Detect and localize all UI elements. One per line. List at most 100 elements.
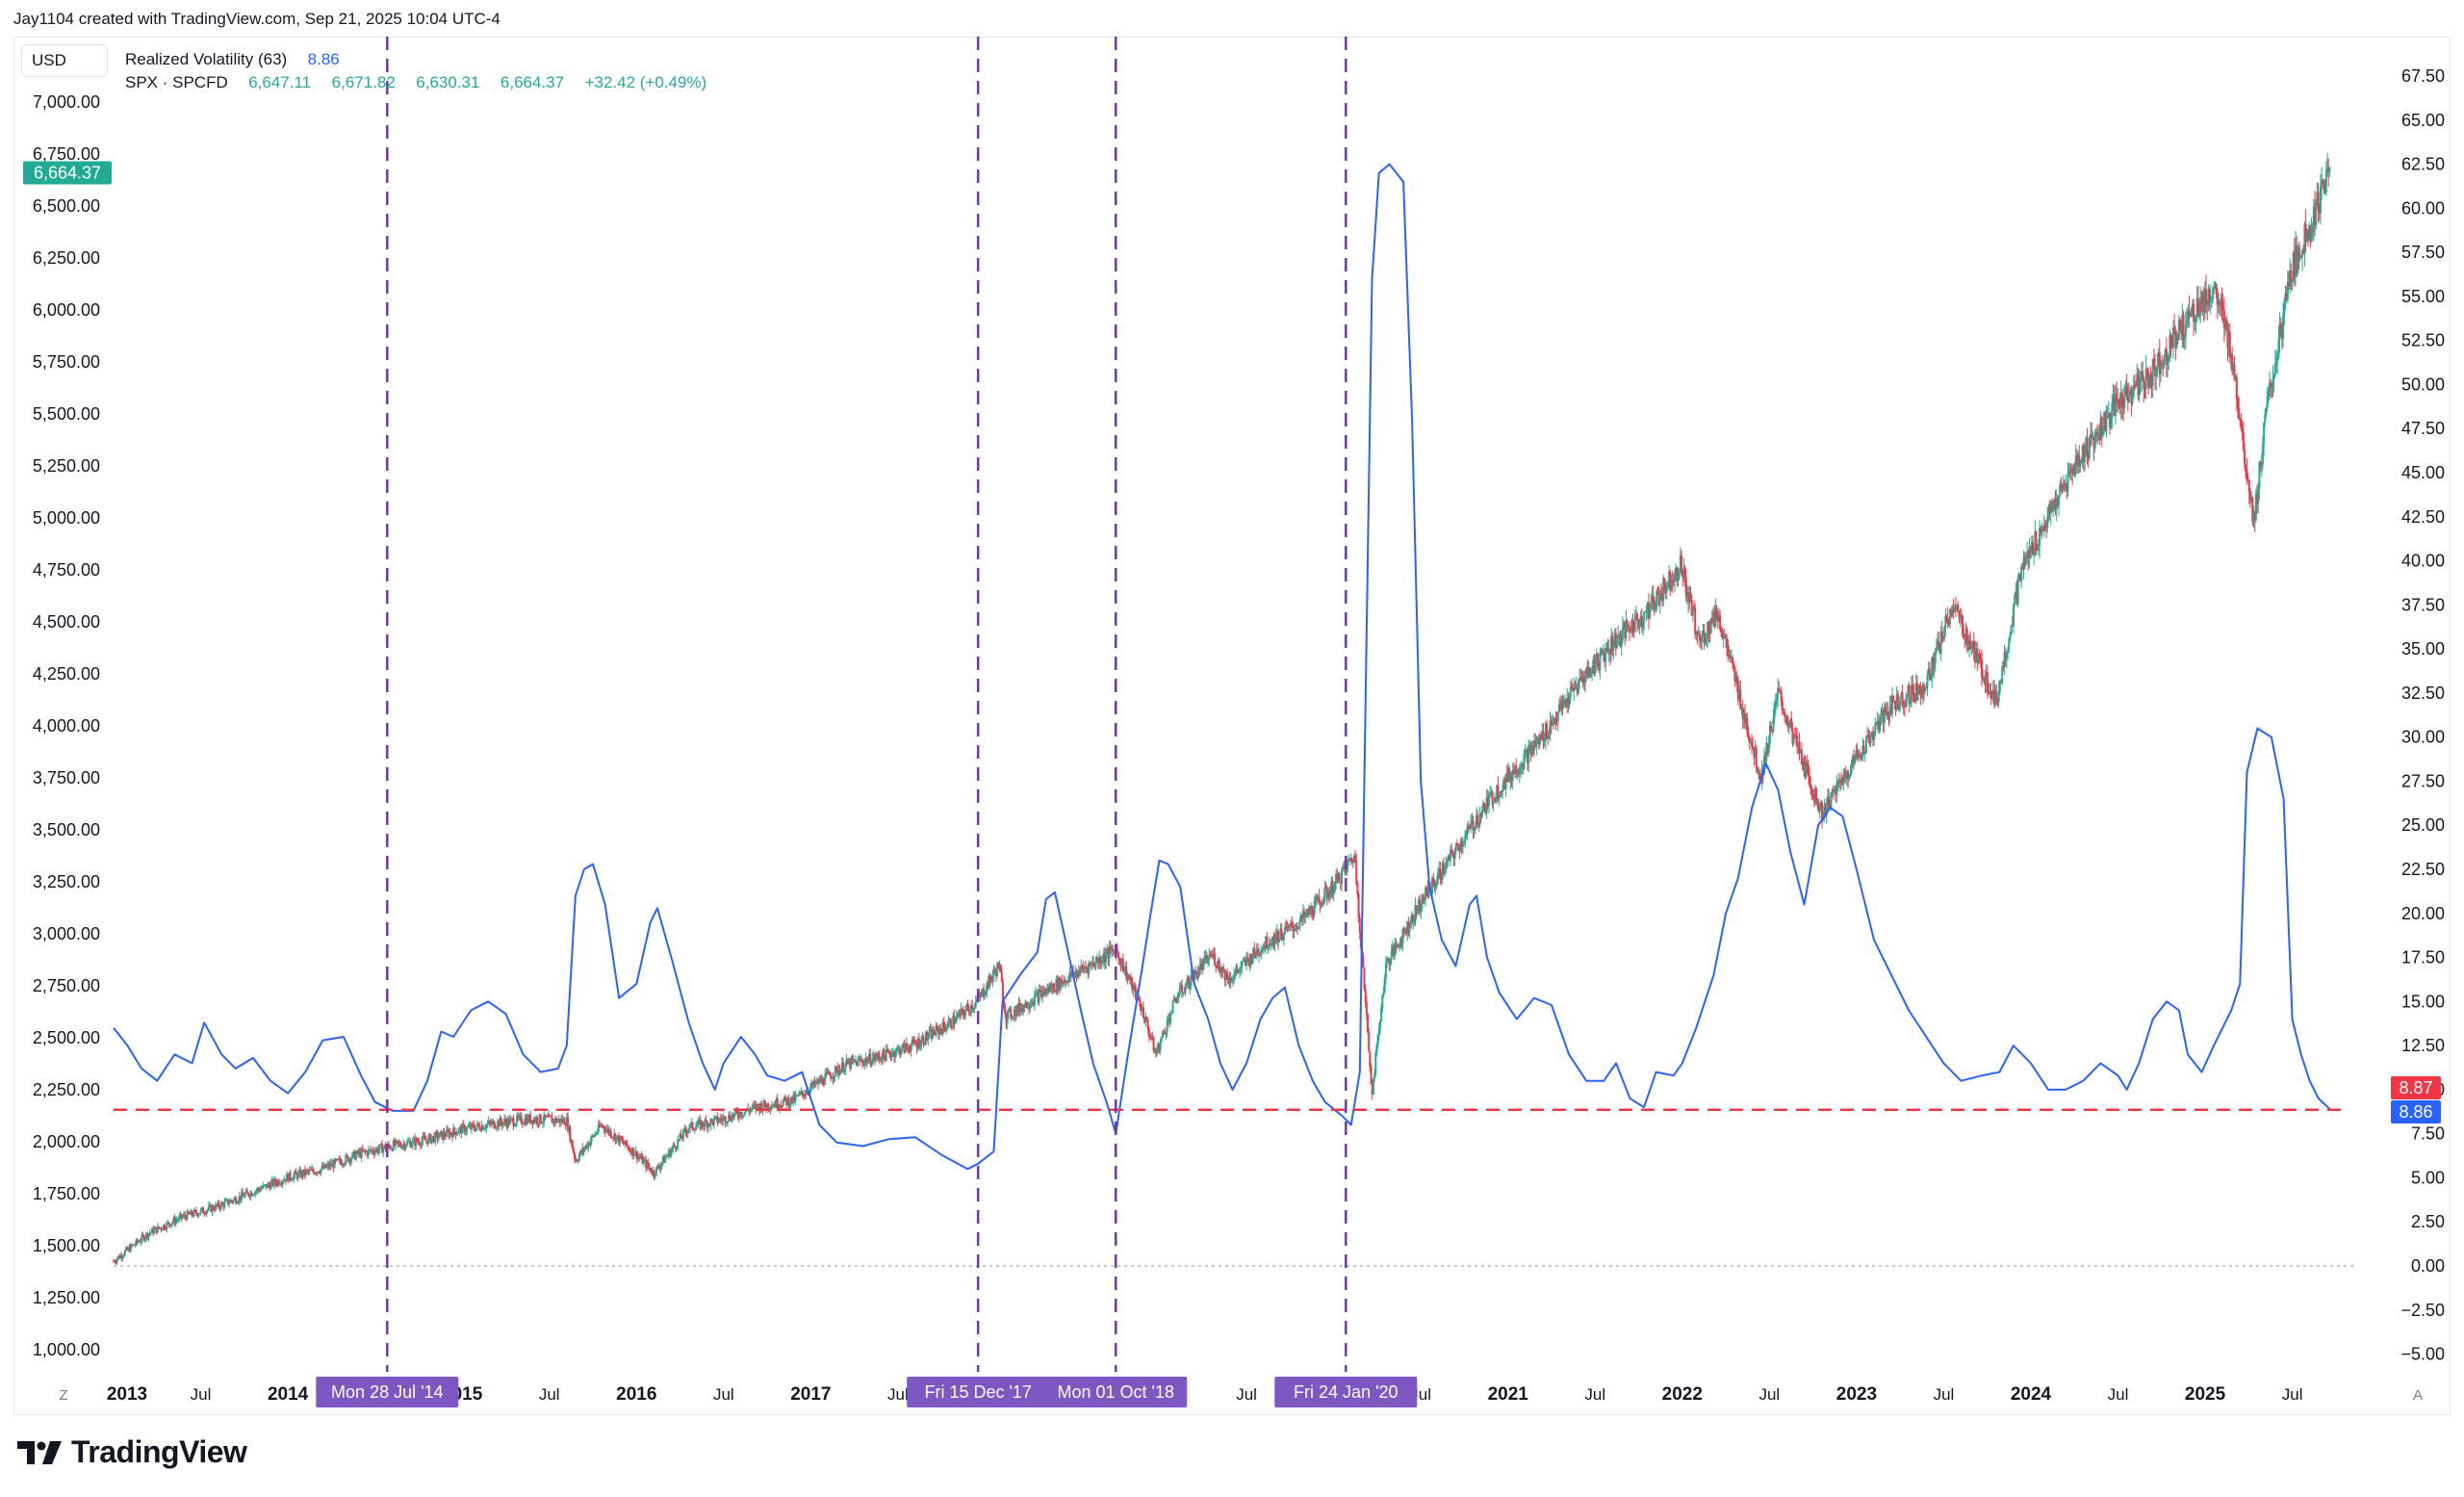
candle (1727, 638, 1730, 662)
candle (2315, 199, 2318, 230)
currency-selector[interactable]: USD (21, 44, 108, 77)
candle (1168, 1012, 1171, 1028)
candle (1960, 608, 1963, 624)
candle (939, 1023, 942, 1036)
candle (710, 1118, 713, 1123)
candle (1052, 982, 1055, 994)
candle (160, 1226, 163, 1233)
candle (2120, 388, 2123, 420)
candle (1307, 905, 1310, 919)
candle (233, 1196, 236, 1200)
candle (2261, 436, 2264, 472)
candle (1284, 921, 1287, 935)
candle (1747, 726, 1750, 740)
candle (2196, 285, 2199, 318)
candle (312, 1166, 315, 1174)
candle (2103, 411, 2106, 435)
candle (1413, 915, 1416, 926)
candle (250, 1190, 253, 1197)
candle (212, 1204, 215, 1211)
candle (1526, 746, 1528, 771)
candle (346, 1155, 349, 1163)
candle (971, 999, 974, 1014)
candle (974, 995, 977, 1010)
candle (255, 1188, 258, 1196)
right-axis[interactable]: 67.5065.0062.5060.0057.5055.0052.5050.00… (2391, 66, 2445, 1364)
auto-scale-button[interactable]: A (2412, 1387, 2423, 1404)
candle (1363, 967, 1366, 992)
candle (2138, 369, 2141, 402)
candle (2137, 367, 2140, 400)
candle (391, 1147, 394, 1152)
candle (2158, 339, 2161, 388)
candle (249, 1190, 252, 1201)
candle (1301, 904, 1304, 927)
candle (2310, 217, 2313, 244)
candle (1901, 684, 1904, 710)
candle (482, 1126, 485, 1130)
candle (1478, 806, 1481, 828)
candle (1237, 969, 1240, 974)
left-axis[interactable]: 7,000.006,750.006,500.006,250.006,000.00… (23, 92, 112, 1359)
candle (1752, 736, 1755, 751)
candle (1182, 992, 1185, 997)
candle (1048, 981, 1051, 994)
candle (134, 1242, 137, 1248)
candle (2008, 636, 2011, 654)
candle (1433, 879, 1436, 892)
candle (265, 1184, 268, 1191)
candle (911, 1036, 913, 1047)
candle (1774, 693, 1777, 714)
symbol-legend-row[interactable]: SPX · SPCFD 6,647.11 6,671.82 6,630.31 6… (125, 71, 706, 94)
candle (815, 1077, 818, 1084)
candle (570, 1137, 573, 1147)
candle (999, 964, 1002, 973)
candle (327, 1160, 330, 1171)
candle (1368, 1028, 1371, 1052)
candle (1702, 623, 1705, 637)
candle (529, 1110, 532, 1125)
candle (1487, 791, 1490, 813)
candle (2145, 367, 2148, 380)
candle (1734, 671, 1737, 684)
candle (638, 1153, 641, 1162)
candle (1311, 905, 1314, 920)
time-axis-label: Jul (713, 1385, 734, 1404)
right-axis-tick: 42.50 (2401, 507, 2445, 527)
candle (1861, 737, 1864, 761)
candle (1503, 777, 1506, 790)
candle (192, 1211, 194, 1218)
candle (959, 1009, 962, 1021)
candle (2206, 299, 2209, 321)
candle (1268, 937, 1270, 951)
candle (876, 1052, 879, 1062)
candle (1899, 695, 1902, 712)
candle (2094, 427, 2097, 443)
candle (865, 1056, 868, 1069)
candle (785, 1098, 788, 1110)
candle (1186, 974, 1189, 985)
candle (1655, 600, 1657, 612)
candle (2205, 274, 2208, 314)
candle (1953, 603, 1956, 613)
right-axis-tick: 30.00 (2401, 728, 2445, 747)
candle (714, 1116, 717, 1121)
candle (2283, 297, 2286, 326)
candle (1415, 904, 1418, 919)
candle (1864, 735, 1867, 754)
candle (1546, 719, 1549, 739)
left-axis-tick: 4,250.00 (33, 664, 100, 684)
candle (2180, 319, 2183, 341)
candle (1330, 875, 1333, 898)
candle (354, 1150, 357, 1162)
candle (313, 1170, 316, 1175)
candle (1139, 995, 1142, 1011)
candle (1401, 927, 1404, 952)
candle (723, 1115, 726, 1121)
candle (341, 1160, 344, 1169)
candle (1252, 946, 1255, 964)
candle (1626, 618, 1629, 632)
indicator-legend-row[interactable]: Realized Volatility (63) 8.86 (125, 48, 706, 71)
zoom-reset-button[interactable]: Z (59, 1387, 68, 1404)
